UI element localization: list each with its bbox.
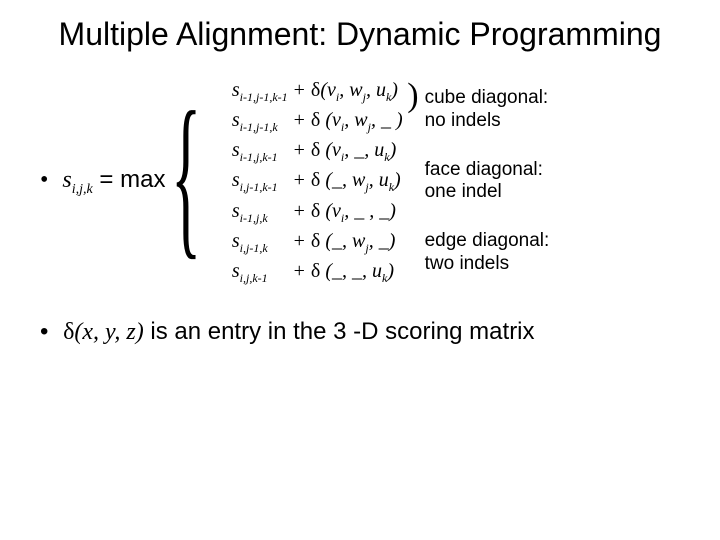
cases-table: si-1,j-1,k-1 + δ(vi, wj, uk)) si-1,j-1,k… bbox=[228, 75, 407, 288]
case-arg: ) bbox=[390, 139, 397, 161]
case-s: s bbox=[232, 260, 240, 282]
footnote-args: (x, y, z) bbox=[74, 319, 143, 345]
case-arg: ) bbox=[387, 260, 394, 282]
equation-row: • si,j,k = max { si-1,j-1,k-1 + δ(vi, wj… bbox=[0, 61, 720, 288]
annotation-line: two indels bbox=[425, 253, 550, 276]
case-arg: ) bbox=[389, 230, 396, 252]
case-arg: , w bbox=[339, 79, 362, 101]
case-arg: ) bbox=[391, 79, 398, 101]
footnote-text: is an entry in the 3 -D scoring matrix bbox=[144, 318, 535, 345]
case-plus: + bbox=[292, 107, 307, 135]
case-arg: ) bbox=[391, 109, 403, 131]
annotation-line: cube diagonal: bbox=[425, 87, 550, 110]
case-s: s bbox=[232, 230, 240, 252]
case-arg: , u bbox=[366, 79, 386, 101]
case-sub: i,j-1,k-1 bbox=[240, 180, 278, 194]
footnote: • δ(x, y, z) is an entry in the 3 -D sco… bbox=[0, 288, 720, 346]
case-arg: , w bbox=[342, 230, 365, 252]
table-row: si-1,j,k-1 + δ (vi, _, uk) bbox=[230, 137, 405, 165]
bullet-icon: • bbox=[40, 318, 56, 345]
case-arg: (_ bbox=[320, 260, 342, 282]
case-arg: (v bbox=[320, 139, 341, 161]
table-row: si-1,j,k + δ (vi, _ , _) bbox=[230, 198, 405, 226]
annotation-line: face diagonal: bbox=[425, 159, 550, 182]
bullet-icon: • bbox=[40, 167, 56, 193]
case-arg: (v bbox=[320, 79, 336, 101]
annotation-line: no indels bbox=[425, 110, 550, 133]
case-sub: i-1,j-1,k bbox=[240, 120, 278, 134]
table-row: si,j,k-1 + δ (_, _, uk) bbox=[230, 258, 405, 286]
case-plus: + bbox=[292, 198, 307, 226]
case-arg: (_ bbox=[320, 230, 342, 252]
case-sub: i-1,j,k bbox=[240, 211, 268, 225]
table-row: si,j-1,k-1 + δ (_, wj, uk) bbox=[230, 167, 405, 195]
annotation-block: cube diagonal: no indels bbox=[425, 87, 550, 133]
case-plus: + bbox=[292, 258, 307, 286]
case-arg: , _ bbox=[342, 260, 362, 282]
delta-icon: δ bbox=[311, 79, 320, 101]
case-plus: + bbox=[292, 228, 307, 256]
delta-icon: δ bbox=[311, 230, 320, 252]
annotation-line: edge diagonal: bbox=[425, 230, 550, 253]
table-row: si-1,j-1,k + δ (vi, wj, _ ) bbox=[230, 107, 405, 135]
annotations: cube diagonal: no indels face diagonal: … bbox=[407, 87, 550, 276]
case-plus: + bbox=[292, 167, 307, 195]
case-sub: i-1,j,k-1 bbox=[240, 150, 278, 164]
delta-icon: δ bbox=[311, 139, 320, 161]
equation-lhs: • si,j,k = max bbox=[40, 166, 171, 198]
case-arg: , _ bbox=[371, 109, 391, 131]
case-plus: + bbox=[292, 77, 307, 105]
case-sub: i-1,j-1,k-1 bbox=[240, 90, 288, 104]
case-s: s bbox=[232, 169, 240, 191]
case-arg: , u bbox=[362, 260, 382, 282]
case-arg: (_ bbox=[320, 169, 342, 191]
annotation-block: face diagonal: one indel bbox=[425, 159, 550, 205]
lhs-s: s bbox=[62, 167, 71, 193]
case-arg: , u bbox=[364, 139, 384, 161]
case-arg: , u bbox=[369, 169, 389, 191]
table-row: si,j-1,k + δ (_, wj, _) bbox=[230, 228, 405, 256]
case-s: s bbox=[232, 200, 240, 222]
case-s: s bbox=[232, 139, 240, 161]
delta-icon: δ bbox=[311, 109, 320, 131]
case-arg: ) bbox=[389, 200, 396, 222]
annotation-block: edge diagonal: two indels bbox=[425, 230, 550, 276]
case-s: s bbox=[232, 109, 240, 131]
case-arg: (v bbox=[320, 109, 341, 131]
case-arg: , _ bbox=[369, 230, 389, 252]
slide: Multiple Alignment: Dynamic Programming … bbox=[0, 0, 720, 540]
delta-icon: δ bbox=[311, 260, 320, 282]
slide-title: Multiple Alignment: Dynamic Programming bbox=[0, 0, 720, 61]
case-arg: , w bbox=[344, 109, 367, 131]
case-arg: , _ bbox=[344, 200, 364, 222]
delta-icon: δ bbox=[63, 319, 74, 345]
lhs-sub: i,j,k bbox=[72, 181, 93, 196]
case-arg: , w bbox=[342, 169, 365, 191]
table-row: si-1,j-1,k-1 + δ(vi, wj, uk)) bbox=[230, 77, 405, 105]
group-paren-icon: ) bbox=[407, 73, 418, 119]
case-sub: i,j,k-1 bbox=[240, 271, 268, 285]
delta-icon: δ bbox=[311, 169, 320, 191]
case-arg: , _ bbox=[364, 200, 389, 222]
lhs-eq: = max bbox=[93, 166, 166, 193]
annotation-line: one indel bbox=[425, 181, 550, 204]
delta-icon: δ bbox=[311, 200, 320, 222]
case-arg: , _ bbox=[344, 139, 364, 161]
case-s: s bbox=[232, 79, 240, 101]
case-arg: ) bbox=[394, 169, 401, 191]
case-sub: i,j-1,k bbox=[240, 241, 268, 255]
case-plus: + bbox=[292, 137, 307, 165]
case-arg: (v bbox=[320, 200, 341, 222]
